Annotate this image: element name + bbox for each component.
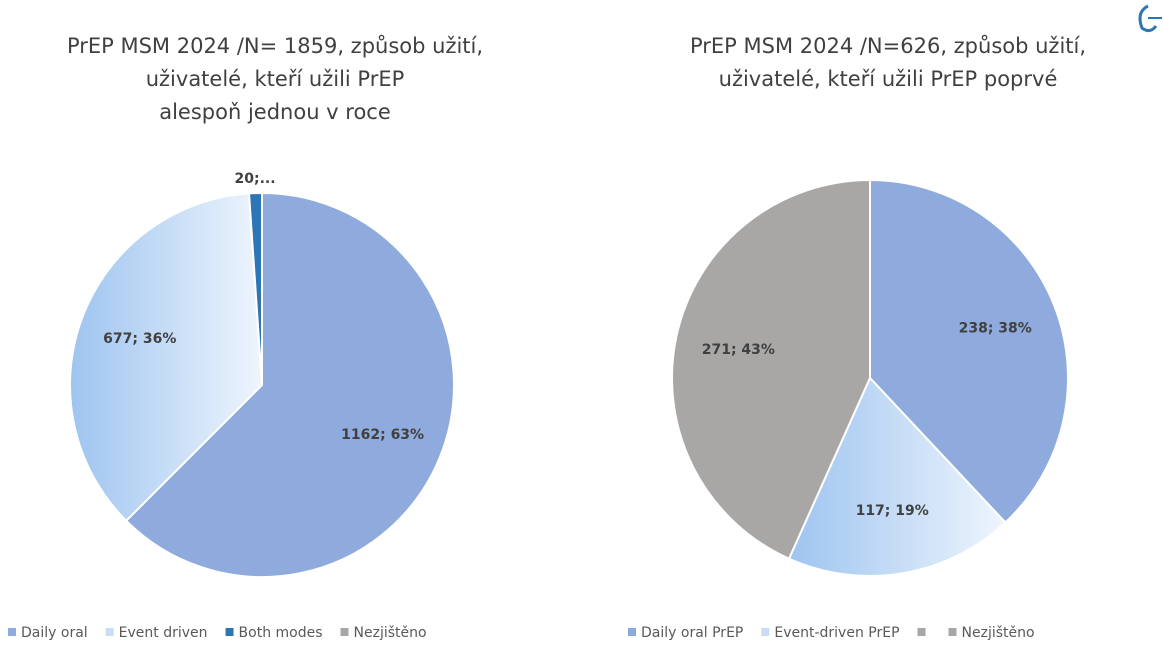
legend-swatch [628, 628, 636, 636]
chart-title: PrEP MSM 2024 /N=626, způsob užití, [690, 34, 1086, 58]
data-label: 677; 36% [103, 331, 176, 347]
legend-swatch [761, 628, 770, 636]
legend-label: Both modes [239, 625, 323, 641]
chart-title: uživatelé, kteří užili PrEP poprvé [719, 67, 1058, 91]
legend-swatch [225, 628, 234, 636]
legend-swatch [340, 628, 349, 636]
data-label: 1162; 63% [341, 427, 424, 443]
pie-slice [869, 178, 1070, 524]
legend-swatch [8, 628, 16, 636]
chart-title: uživatelé, kteří užili PrEP [146, 67, 405, 91]
legend-swatch [917, 628, 926, 636]
chart-title: PrEP MSM 2024 /N= 1859, způsob užití, [67, 34, 483, 58]
pie-slice [247, 191, 263, 386]
legend-swatch [948, 628, 957, 636]
pie-slice [671, 178, 871, 560]
data-label: 238; 38% [959, 321, 1032, 337]
legend-label: Event-driven PrEP [774, 625, 899, 641]
chart-title: alespoň jednou v roce [159, 100, 391, 124]
legend-label: Nezjištěno [354, 625, 427, 641]
legend-label: Nezjištěno [962, 625, 1035, 641]
legend-label: Event driven [119, 625, 208, 641]
pie-slice [787, 376, 1007, 577]
logo [1138, 4, 1162, 33]
legend-label: Daily oral PrEP [641, 625, 743, 641]
legend-swatch [105, 628, 114, 636]
data-label: 20;... [235, 171, 276, 187]
legend-label: Daily oral [21, 625, 88, 641]
pie-slice [124, 191, 455, 578]
data-label: 271; 43% [702, 342, 775, 358]
data-label: 117; 19% [856, 503, 929, 519]
pie-slice [69, 192, 264, 523]
